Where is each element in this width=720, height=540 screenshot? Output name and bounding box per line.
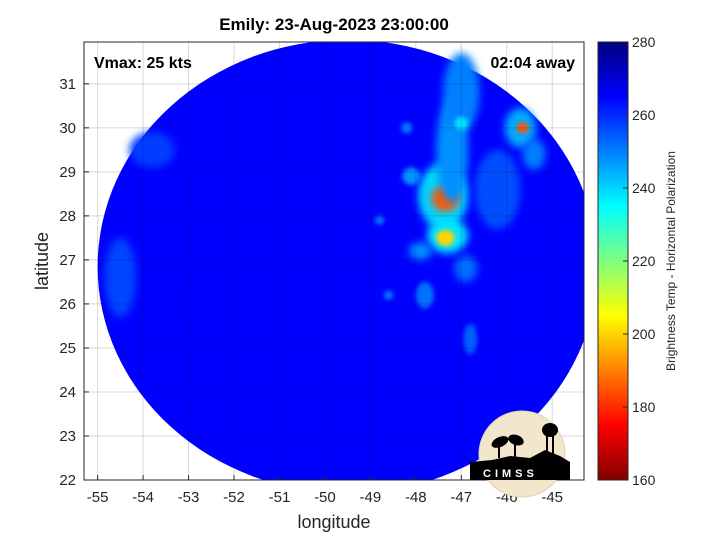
brightness-feature-19 bbox=[129, 132, 175, 168]
brightness-feature-5 bbox=[443, 53, 480, 133]
colorbar-tick-label: 180 bbox=[632, 399, 656, 415]
colorbar-tick-label: 260 bbox=[632, 107, 656, 123]
x-tick-label: -47 bbox=[450, 489, 472, 506]
brightness-feature-18 bbox=[104, 237, 137, 318]
y-ticks: 22 23 24 25 26 27 28 29 30 31 bbox=[59, 76, 89, 489]
y-tick-label: 30 bbox=[59, 120, 76, 137]
y-tick-label: 22 bbox=[59, 472, 76, 489]
vmax-annotation: Vmax: 25 kts bbox=[94, 55, 192, 72]
cimss-logo-text: CIMSS bbox=[483, 468, 538, 480]
brightness-feature-12 bbox=[415, 281, 434, 309]
brightness-feature-3 bbox=[436, 229, 455, 246]
brightness-feature-8 bbox=[516, 122, 529, 134]
brightness-feature-9 bbox=[522, 138, 546, 170]
brightness-feature-20 bbox=[474, 149, 521, 230]
colorbar-tick-label: 240 bbox=[632, 180, 656, 196]
brightness-feature-17 bbox=[374, 215, 385, 225]
brightness-feature-10 bbox=[402, 167, 421, 186]
x-ticks: -55 -54 -53 -52 -51 -50 -49 -48 -47 -46 -45 bbox=[87, 475, 563, 506]
cimss-logo: CIMSS bbox=[470, 410, 570, 498]
chart-title: Emily: 23-Aug-2023 23:00:00 bbox=[219, 15, 449, 34]
brightness-feature-6 bbox=[454, 116, 469, 131]
colorbar-tick-label: 160 bbox=[632, 472, 656, 488]
brightness-feature-13 bbox=[454, 255, 478, 282]
x-tick-label: -55 bbox=[87, 489, 109, 506]
y-tick-label: 28 bbox=[59, 208, 76, 225]
colorbar-tick-label: 200 bbox=[632, 326, 656, 342]
x-tick-label: -50 bbox=[314, 489, 336, 506]
x-tick-label: -52 bbox=[223, 489, 245, 506]
swath-layer bbox=[97, 42, 584, 480]
y-axis-label: latitude bbox=[32, 232, 52, 290]
y-tick-label: 24 bbox=[59, 384, 76, 401]
brightness-feature-15 bbox=[463, 323, 478, 355]
brightness-feature-14 bbox=[384, 290, 394, 300]
brightness-feature-16 bbox=[401, 122, 413, 134]
x-tick-label: -45 bbox=[541, 489, 563, 506]
y-tick-label: 26 bbox=[59, 296, 76, 313]
colorbar-label: Brightness Temp - Horizontal Polarizatio… bbox=[664, 151, 678, 371]
x-tick-label: -49 bbox=[360, 489, 382, 506]
x-tick-label: -48 bbox=[405, 489, 427, 506]
colorbar-ticks: 160 180 200 220 240 260 280 bbox=[623, 34, 656, 488]
x-tick-label: -53 bbox=[178, 489, 200, 506]
colorbar-tick-label: 280 bbox=[632, 34, 656, 50]
y-tick-label: 29 bbox=[59, 164, 76, 181]
y-tick-label: 27 bbox=[59, 252, 76, 269]
x-tick-label: -51 bbox=[269, 489, 291, 506]
x-tick-label: -54 bbox=[132, 489, 154, 506]
brightness-feature-11 bbox=[409, 242, 432, 260]
plot-frame bbox=[83, 41, 585, 481]
colorbar-tick-label: 220 bbox=[632, 253, 656, 269]
y-tick-label: 31 bbox=[59, 76, 76, 93]
time-away-annotation: 02:04 away bbox=[490, 55, 575, 72]
y-tick-label: 25 bbox=[59, 340, 76, 357]
x-axis-label: longitude bbox=[297, 512, 370, 532]
y-tick-label: 23 bbox=[59, 428, 76, 445]
grid-layer bbox=[84, 42, 584, 480]
